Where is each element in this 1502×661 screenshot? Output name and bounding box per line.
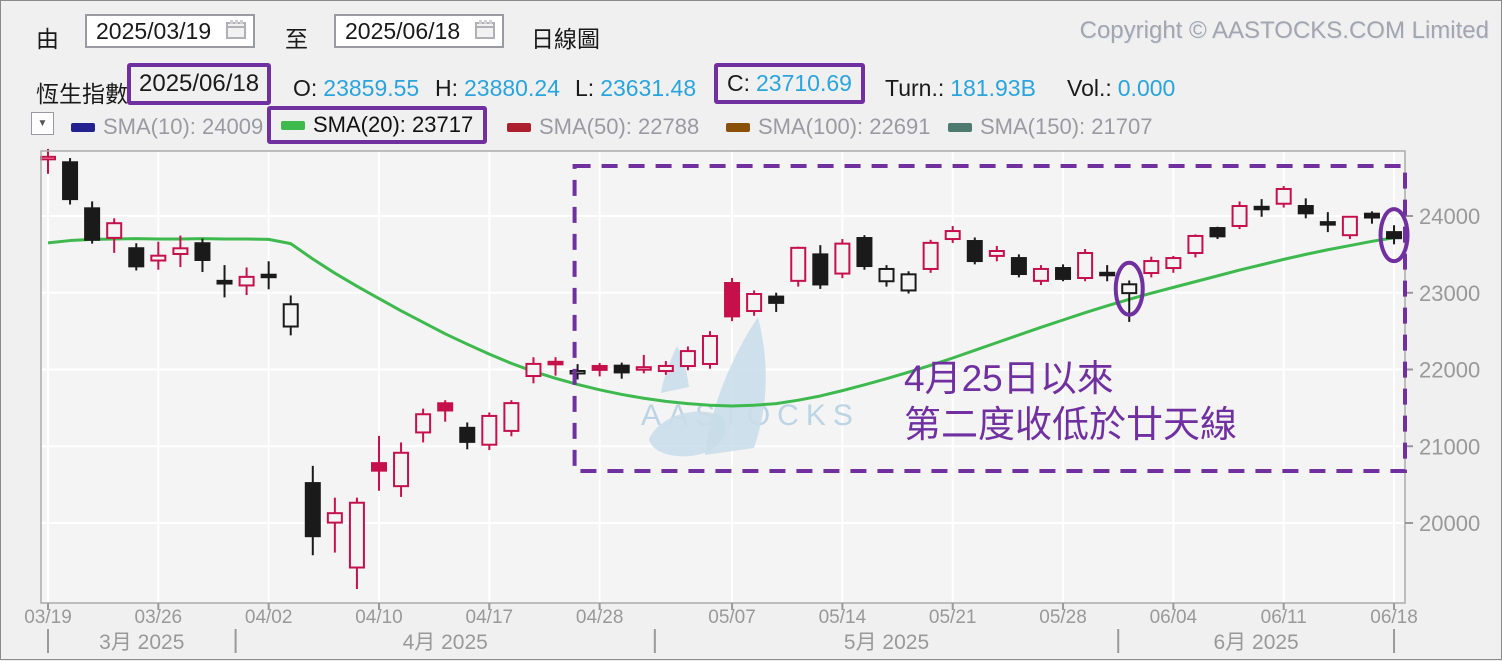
calendar-icon[interactable] [225, 18, 247, 45]
gridlines [41, 151, 1405, 603]
legend-item-sma20[interactable]: SMA(20): 23717 [267, 106, 488, 144]
quote-field-value: 0.000 [1117, 75, 1176, 101]
legend-item-label: SMA(100): 22691 [758, 114, 931, 139]
svg-text:03/26: 03/26 [135, 607, 183, 628]
annotation-text-line: 4月25日以來 [904, 358, 1114, 399]
svg-text:04/28: 04/28 [576, 607, 624, 628]
svg-text:5月 2025: 5月 2025 [844, 631, 929, 654]
svg-text:22000: 22000 [1419, 358, 1480, 383]
legend-item-label: SMA(50): 22788 [539, 114, 700, 139]
svg-text:06/18: 06/18 [1370, 607, 1418, 628]
quote-field-label: C: [727, 70, 750, 96]
plot-background [41, 151, 1405, 603]
legend-item-label: SMA(150): 21707 [980, 114, 1153, 139]
index-name: 恆生指數 [36, 81, 128, 107]
quote-field-high: H: 23880.24 [435, 75, 560, 102]
svg-text:AASTOCKS: AASTOCKS [641, 399, 860, 432]
legend-swatch-icon [948, 122, 972, 132]
quote-field-label: L: [575, 75, 595, 101]
svg-text:04/10: 04/10 [355, 607, 403, 628]
quote-date: 2025/06/18 [139, 70, 260, 97]
annotation-circle-icon [1113, 260, 1145, 317]
svg-text:05/21: 05/21 [929, 607, 977, 628]
quote-field-value: 181.93B [950, 75, 1036, 101]
svg-text:04/17: 04/17 [466, 607, 514, 628]
svg-text:05/28: 05/28 [1039, 607, 1087, 628]
legend-swatch-icon [71, 122, 95, 132]
quote-field-volume: Vol.: 0.000 [1067, 75, 1175, 102]
quote-field-turnover: Turn.: 181.93B [885, 75, 1036, 102]
quote-field-label: Turn.: [885, 75, 945, 101]
legend-item-label: SMA(20): 23717 [313, 112, 474, 137]
legend-item-sma100[interactable]: SMA(100): 22691 [726, 114, 930, 140]
legend-swatch-icon [507, 122, 531, 132]
calendar-icon[interactable] [474, 18, 496, 45]
quote-field-value: 23880.24 [464, 75, 560, 101]
legend-item-sma10[interactable]: SMA(10): 24009 [71, 114, 263, 140]
quote-field-value: 23859.55 [323, 75, 420, 101]
svg-text:6月 2025: 6月 2025 [1214, 631, 1299, 654]
svg-text:23000: 23000 [1419, 281, 1480, 306]
quote-date-highlight-box: 2025/06/18 [127, 63, 272, 105]
annotation-circle-icon [1378, 207, 1410, 264]
svg-text:24000: 24000 [1419, 204, 1480, 229]
to-date-input[interactable]: 2025/06/18 [334, 14, 504, 48]
svg-text:3月 2025: 3月 2025 [99, 631, 184, 654]
to-label: 至 [285, 26, 308, 52]
svg-text:05/07: 05/07 [708, 607, 756, 628]
legend-swatch-icon [726, 122, 750, 132]
plot-frame [40, 150, 1406, 604]
candlestick-layer [40, 148, 1403, 590]
legend-item-sma150[interactable]: SMA(150): 21707 [948, 114, 1152, 140]
svg-text:06/04: 06/04 [1150, 607, 1198, 628]
legend-item-sma50[interactable]: SMA(50): 22788 [507, 114, 699, 140]
svg-text:06/11: 06/11 [1261, 607, 1307, 628]
month-axis-row: 3月 2025 4月 2025 5月 2025 6月 2025 [47, 629, 1396, 654]
annotation-dashed-box [572, 164, 1407, 473]
legend-item-label: SMA(10): 24009 [103, 114, 264, 139]
chart-type-label: 日線圖 [531, 26, 600, 52]
quote-field-label: H: [435, 75, 458, 101]
svg-text:05/14: 05/14 [819, 607, 867, 628]
quote-field-value: 23710.69 [756, 70, 852, 96]
quote-field-label: Vol.: [1067, 75, 1112, 101]
quote-field-label: O: [293, 75, 318, 101]
svg-text:03/19: 03/19 [24, 607, 72, 628]
legend-swatch-icon [281, 120, 305, 130]
copyright-text: Copyright © AASTOCKS.COM Limited [1079, 17, 1489, 44]
quote-field-value: 23631.48 [600, 75, 697, 101]
annotation-text-line: 第二度收低於廿天線 [904, 404, 1237, 445]
from-label: 由 [36, 26, 59, 52]
from-date-value: 2025/03/19 [96, 17, 212, 44]
axes: 03/19 03/26 04/02 04/10 04/17 04/28 05/07 05/14… [24, 204, 1480, 628]
svg-text:04/02: 04/02 [245, 607, 293, 628]
quote-field-open: O: 23859.55 [293, 75, 419, 102]
to-date-value: 2025/06/18 [345, 17, 461, 44]
indicator-dropdown-button[interactable]: ▼ [31, 112, 54, 135]
svg-text:4月 2025: 4月 2025 [403, 631, 488, 654]
quote-field-close-highlight-box: C: 23710.69 [714, 63, 865, 104]
aastocks-watermark: AASTOCKS [641, 317, 860, 457]
from-date-input[interactable]: 2025/03/19 [85, 14, 255, 48]
quote-field-low: L: 23631.48 [575, 75, 696, 102]
svg-text:20000: 20000 [1419, 511, 1480, 536]
sma20-line [47, 236, 1395, 408]
svg-text:21000: 21000 [1419, 434, 1480, 459]
